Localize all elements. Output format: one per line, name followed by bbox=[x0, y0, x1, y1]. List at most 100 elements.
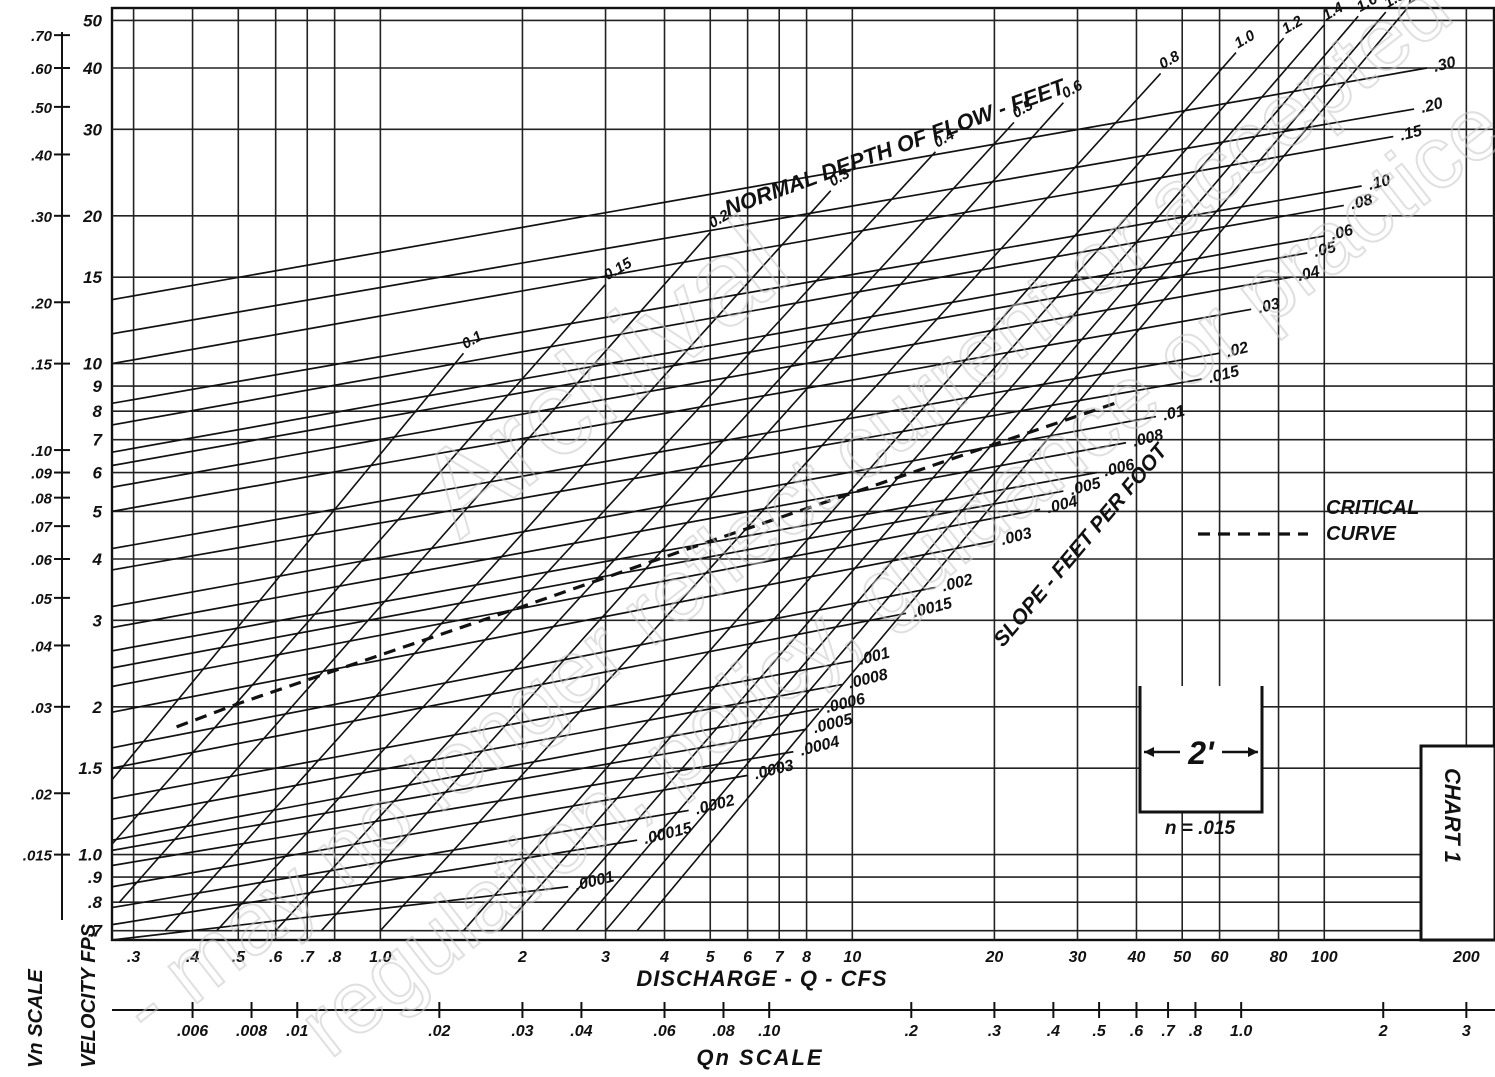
qn-tick-label: .008 bbox=[236, 1023, 267, 1040]
y-tick-label: 1.0 bbox=[78, 846, 102, 865]
slope-label: .0003 bbox=[752, 757, 795, 783]
vn-tick-label: .07 bbox=[31, 519, 53, 536]
vn-tick-label: .04 bbox=[31, 638, 53, 655]
slope-line-.20 bbox=[112, 108, 1415, 335]
vn-tick-label: .30 bbox=[31, 209, 53, 226]
x-axis-title: DISCHARGE - Q - CFS bbox=[636, 966, 887, 991]
slope-label: .0002 bbox=[694, 792, 737, 818]
qn-tick-label: .7 bbox=[1161, 1023, 1175, 1040]
vn-tick-label: .06 bbox=[31, 552, 53, 569]
slope-label: .06 bbox=[1329, 222, 1355, 244]
y-tick-label: 9 bbox=[93, 377, 103, 396]
x-tick-label: 10 bbox=[843, 949, 861, 966]
y-tick-label: 10 bbox=[83, 355, 102, 374]
vn-tick-label: .015 bbox=[23, 848, 53, 865]
y-tick-label: 2 bbox=[92, 698, 103, 717]
x-tick-label: .5 bbox=[232, 949, 246, 966]
slope-line-.0001 bbox=[112, 885, 569, 940]
x-tick-label: 3 bbox=[601, 949, 610, 966]
slope-line-.10 bbox=[112, 185, 1362, 405]
tick-labels: .3.4.5.6.7.8 1.0 2 3 4 5 6 7 8 10 20 30 40 50 60 80 100 2… bbox=[23, 0, 1495, 1040]
y-tick-label: 15 bbox=[83, 268, 102, 287]
vn-tick-label: .70 bbox=[31, 28, 53, 45]
slope-line-.03 bbox=[112, 308, 1252, 513]
y-tick-label: 5 bbox=[93, 502, 103, 521]
y-tick-label: 4 bbox=[92, 550, 103, 569]
slope-line-.15 bbox=[112, 135, 1394, 365]
vn-tick-label: .02 bbox=[31, 786, 53, 803]
y-axis-title: VELOCITY FPS bbox=[78, 923, 100, 1068]
slope-label: .04 bbox=[1296, 263, 1322, 285]
x-tick-label: .8 bbox=[328, 949, 341, 966]
slope-line-.06 bbox=[112, 235, 1325, 454]
depth-label: 2.0 bbox=[1402, 0, 1430, 8]
channel-width-label: 2' bbox=[1187, 735, 1215, 771]
y-tick-label: .9 bbox=[88, 868, 103, 887]
x-tick-label: 20 bbox=[984, 949, 1003, 966]
y-tick-label: 7 bbox=[93, 431, 104, 450]
y-tick-label: 40 bbox=[82, 59, 102, 78]
depth-line-0.8 bbox=[379, 72, 1162, 932]
depth-label: 1.2 bbox=[1279, 12, 1306, 37]
x-tick-label: 80 bbox=[1270, 949, 1288, 966]
x-tick-label: .6 bbox=[269, 949, 282, 966]
x-tick-label: 1.0 bbox=[369, 949, 391, 966]
critical-label-2: CURVE bbox=[1326, 523, 1397, 545]
qn-tick-label: .08 bbox=[712, 1023, 734, 1040]
slope-line-.00015 bbox=[112, 839, 638, 926]
qn-tick-label: .4 bbox=[1047, 1023, 1060, 1040]
qn-tick-label: 3 bbox=[1462, 1023, 1471, 1040]
depth-line-0.3 bbox=[164, 190, 832, 932]
vn-tick-label: .60 bbox=[31, 61, 53, 78]
depth-line-2.0 bbox=[636, 8, 1409, 932]
slope-line-.0003 bbox=[112, 774, 748, 888]
y-tick-label: 20 bbox=[82, 207, 102, 226]
qn-tick-label: 2 bbox=[1378, 1023, 1388, 1040]
slope-line-.015 bbox=[112, 378, 1202, 571]
x-tick-label: 50 bbox=[1173, 949, 1191, 966]
depth-line-0.1 bbox=[112, 352, 465, 781]
vn-tick-label: .08 bbox=[31, 491, 53, 508]
x-tick-label: .7 bbox=[301, 949, 315, 966]
slope-label: .08 bbox=[1349, 191, 1375, 213]
x-tick-label: 60 bbox=[1211, 949, 1229, 966]
chart-number-box: CHART 1 bbox=[1419, 744, 1495, 942]
slope-line-.008 bbox=[112, 441, 1127, 629]
slope-label: .15 bbox=[1398, 122, 1425, 144]
x-tick-label: 40 bbox=[1127, 949, 1146, 966]
slope-line-.005 bbox=[112, 490, 1064, 669]
x-tick-label: 7 bbox=[775, 949, 785, 966]
slope-line-.05 bbox=[112, 252, 1308, 467]
series-lines bbox=[112, 8, 1428, 940]
slope-line-.30 bbox=[112, 67, 1428, 301]
x-tick-label: 2 bbox=[517, 949, 527, 966]
depth-line-1.0 bbox=[462, 52, 1237, 932]
slope-label: .20 bbox=[1419, 95, 1445, 117]
depth-label: 1.8 bbox=[1381, 0, 1408, 12]
qn-tick-label: .01 bbox=[286, 1023, 308, 1040]
qn-tick-label: .5 bbox=[1092, 1023, 1106, 1040]
channel-section-inset: 2' n = .015 bbox=[1138, 686, 1264, 839]
qn-tick-label: .006 bbox=[177, 1023, 208, 1040]
qn-tick-label: .02 bbox=[428, 1023, 450, 1040]
depth-line-1.2 bbox=[500, 37, 1285, 932]
slope-line-.0004 bbox=[112, 750, 794, 867]
y-tick-label: 3 bbox=[93, 611, 103, 630]
depth-line-0.5 bbox=[275, 121, 1015, 932]
qn-tick-label: 1.0 bbox=[1230, 1023, 1252, 1040]
vn-tick-label: .50 bbox=[31, 100, 53, 117]
y-tick-label: 1.5 bbox=[78, 759, 102, 778]
depth-label: 0.8 bbox=[1156, 47, 1183, 72]
slope-line-.0015 bbox=[112, 612, 907, 769]
chart-number-label: CHART 1 bbox=[1440, 768, 1465, 863]
depth-label: 1.0 bbox=[1231, 27, 1258, 52]
qn-tick-label: .3 bbox=[988, 1023, 1001, 1040]
slope-line-.003 bbox=[112, 540, 995, 714]
y-tick-label: 8 bbox=[93, 402, 103, 421]
critical-label-1: CRITICAL bbox=[1326, 497, 1419, 519]
x-tick-label: 4 bbox=[659, 949, 669, 966]
slope-label: .03 bbox=[1256, 295, 1282, 317]
slope-label: .30 bbox=[1432, 54, 1458, 76]
slope-line-.006 bbox=[112, 471, 1098, 652]
